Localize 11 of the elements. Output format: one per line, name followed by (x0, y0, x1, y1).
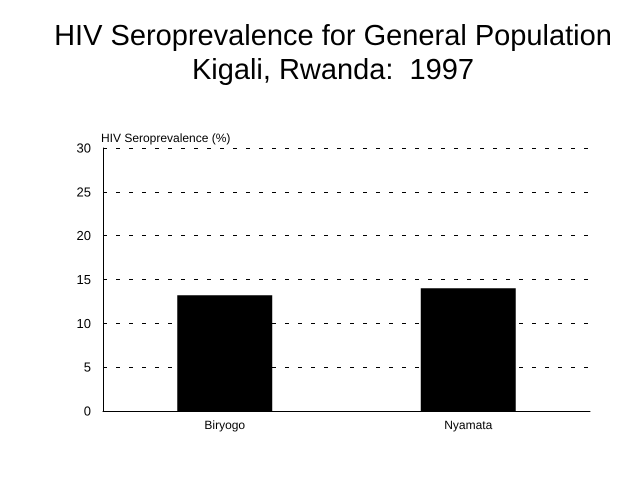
y-axis-title: HIV Seroprevalence (%) (101, 131, 230, 145)
x-tick-label: Nyamata (444, 418, 493, 432)
y-tick-label: 0 (84, 404, 91, 418)
x-tick-label: Biryogo (204, 418, 246, 432)
y-tick-label: 25 (76, 184, 91, 200)
y-tick-label: 20 (76, 228, 91, 244)
y-tick-label: 10 (76, 316, 91, 331)
y-tick-label: 15 (76, 272, 91, 287)
chart-title: HIV Seroprevalence for General Population Kigali, Rwanda: 1997 (54, 20, 612, 86)
y-tick-label: 30 (76, 140, 91, 156)
y-tick-label: 5 (84, 360, 91, 375)
